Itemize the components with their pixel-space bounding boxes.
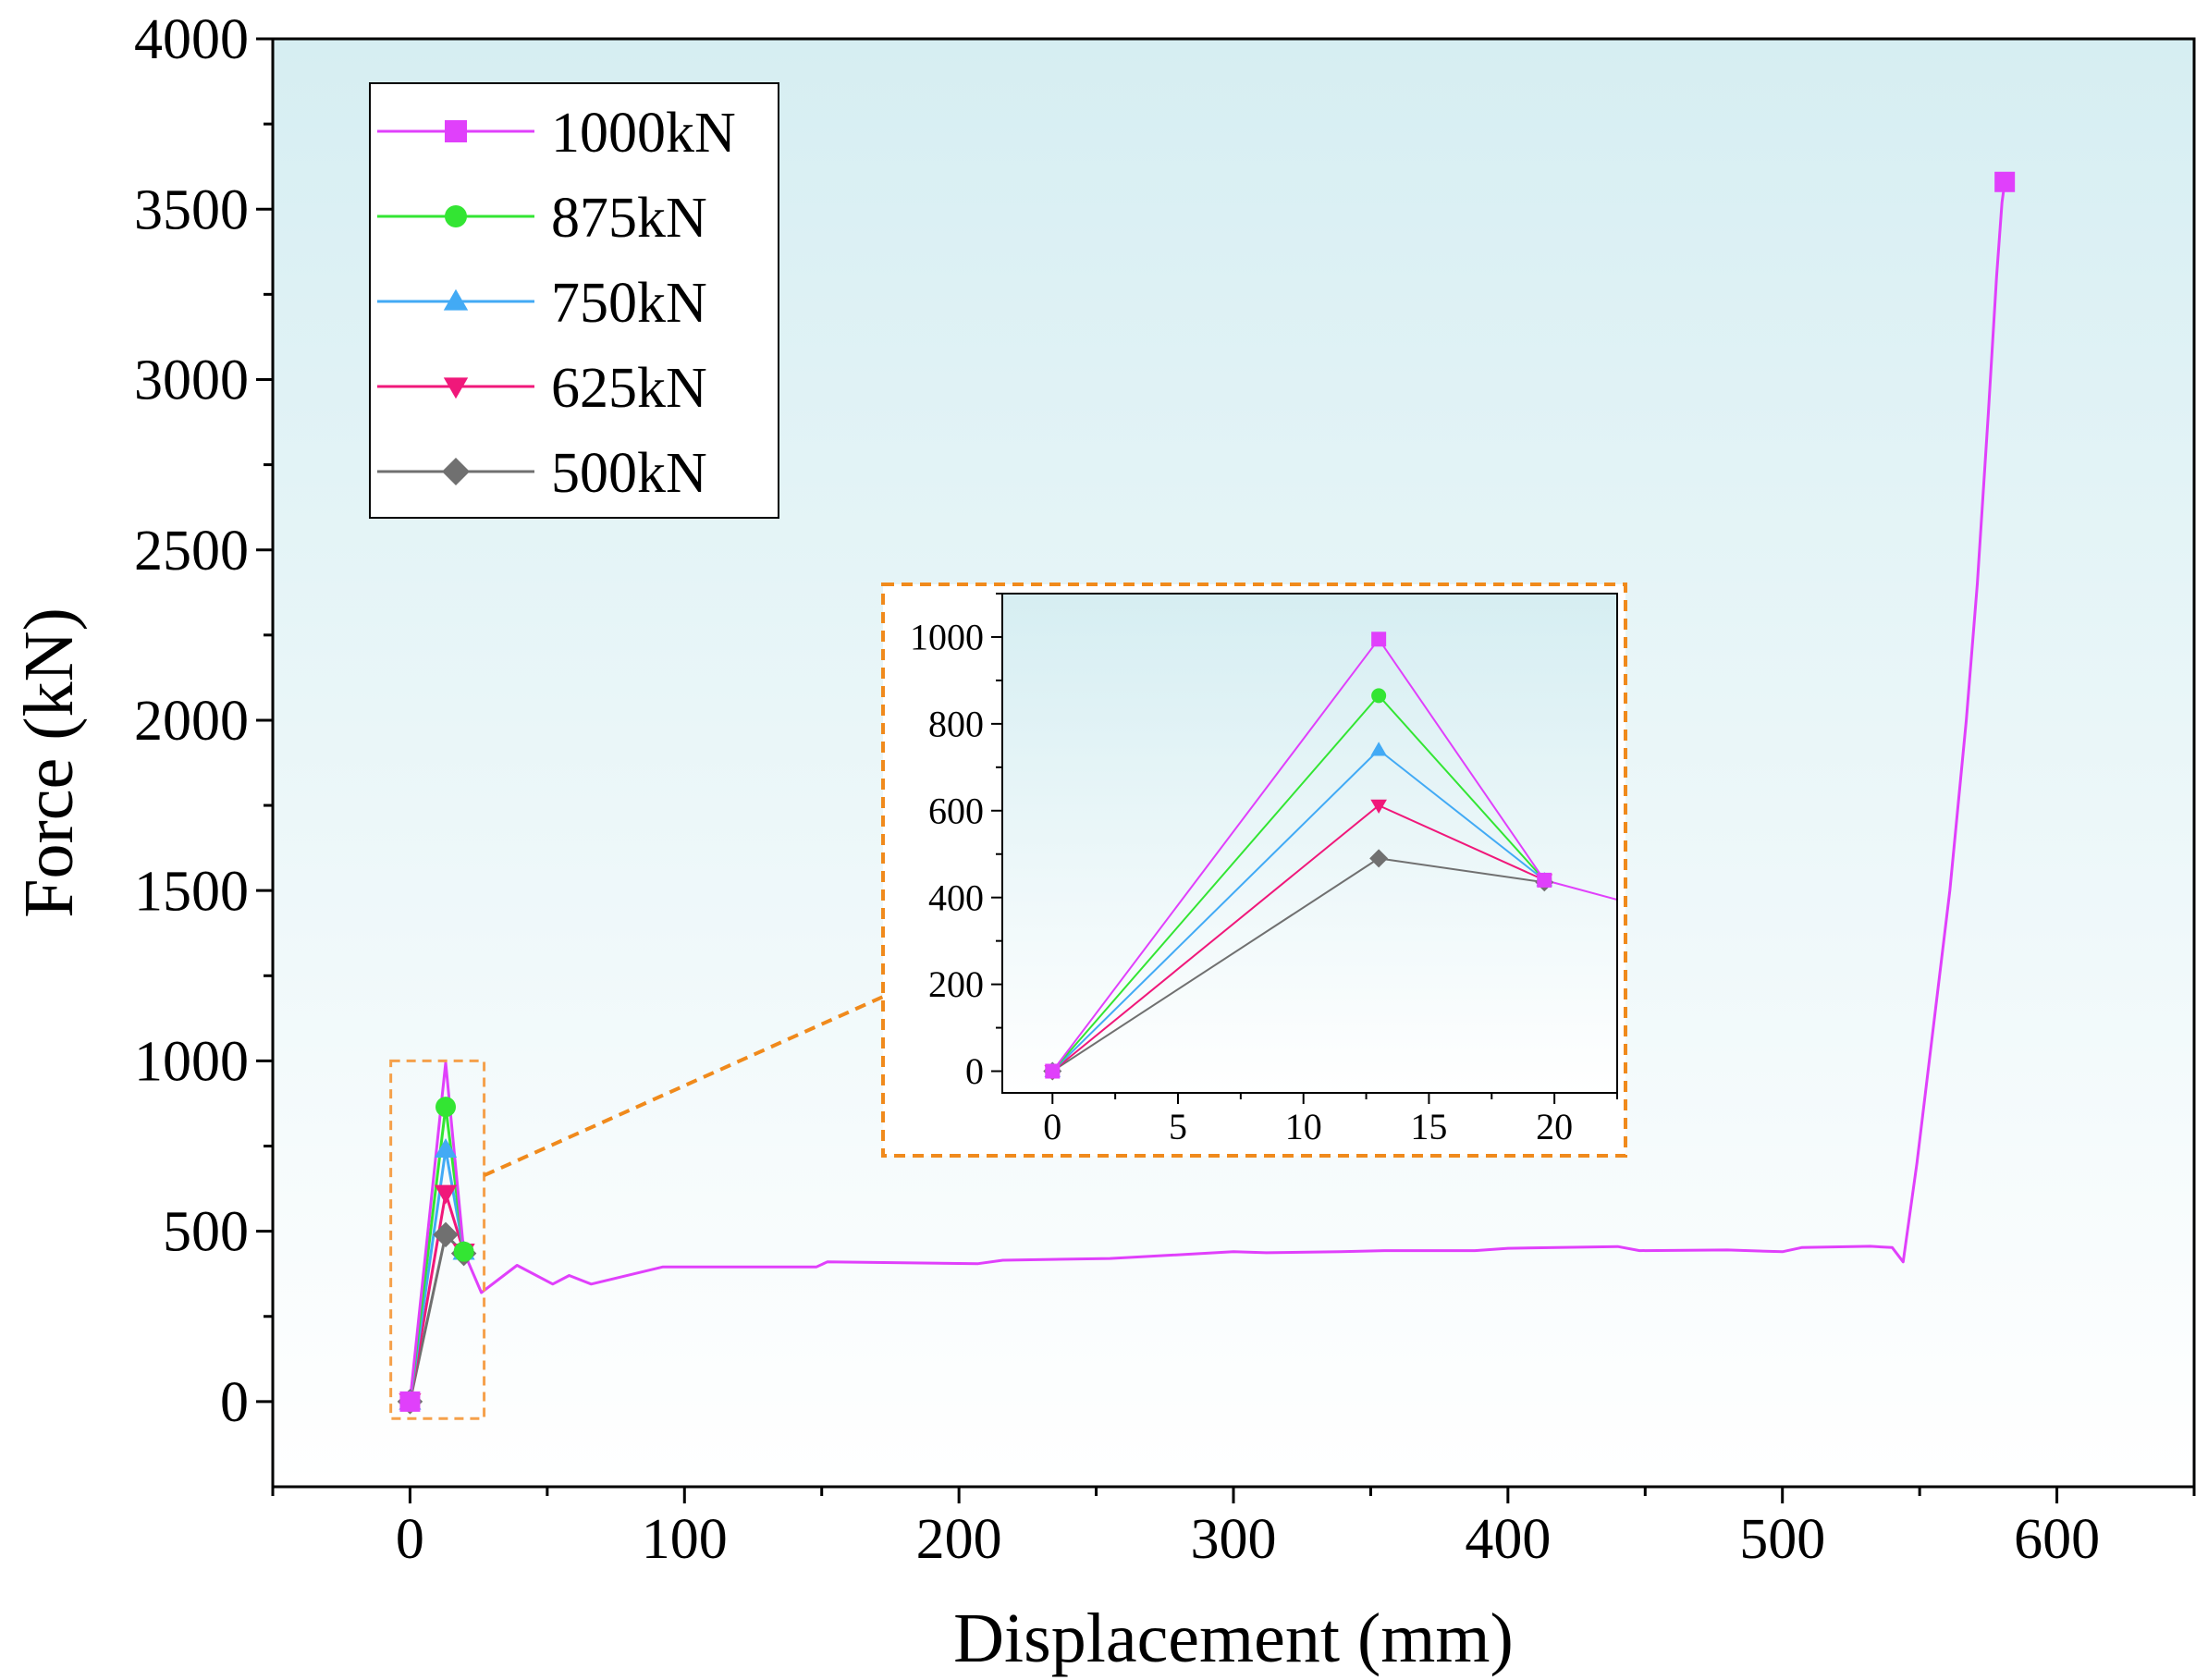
main-x-tick-label: 400 [1465,1508,1551,1571]
legend-label: 500kN [551,442,707,505]
inset-marker-625kN [1370,799,1387,814]
main-x-tick-label: 100 [642,1508,728,1571]
main-marker-625kN [434,1184,458,1205]
main-marker-1000kN [1994,171,2016,192]
main-marker-875kN [435,1097,457,1118]
inset-dashed-border [881,582,1627,1158]
inset-plot-background [1002,594,1617,1093]
zoom-region-box [389,1059,486,1420]
legend-marker-750kN [443,288,469,311]
main-y-tick-label: 3000 [134,349,249,412]
main-y-tick-label: 1500 [134,860,249,923]
inset-frame [1001,593,1618,1094]
inset-y-tick-label: 0 [965,1050,984,1092]
main-y-tick-label: 3500 [134,178,249,241]
plot-frame [271,37,2196,1489]
inset-marker-875kN [1371,688,1387,704]
legend-marker-875kN [445,205,467,227]
main-y-tick-label: 0 [220,1371,249,1434]
inset-marker-1000kN [1045,1063,1061,1079]
main-y-tick-label: 1000 [134,1030,249,1093]
main-marker-875kN [453,1241,474,1262]
inset-series-line-1000kN [1051,638,1617,1073]
x-axis-title: Displacement (mm) [953,1600,1514,1677]
y-axis-title: Force (kN) [10,607,88,918]
legend-marker-500kN [442,458,470,485]
main-x-tick-label: 500 [1739,1508,1825,1571]
legend-marker-625kN [443,377,469,399]
inset-y-tick-label: 200 [928,963,984,1005]
legend-label: 875kN [551,187,707,250]
main-y-tick-label: 2000 [134,690,249,753]
legend-label: 1000kN [551,102,736,165]
inset-x-tick-label: 10 [1285,1106,1322,1147]
legend-label: 625kN [551,357,707,420]
legend: 1000kN 875kN 750kN 625kN 500kN [369,82,779,519]
inset-x-tick-label: 5 [1169,1106,1187,1147]
main-x-tick-label: 200 [916,1508,1002,1571]
main-x-tick-label: 300 [1191,1508,1277,1571]
main-series-line-1000kN [408,181,2006,1403]
inset-y-tick-label: 600 [928,790,984,831]
main-marker-1000kN [399,1391,421,1412]
main-y-tick-label: 4000 [134,8,249,71]
inset-marker-750kN [1370,742,1387,756]
legend-label: 750kN [551,272,707,335]
inset-y-tick-label: 1000 [910,617,984,658]
inset-x-tick-label: 15 [1410,1106,1447,1147]
main-marker-500kN [433,1221,459,1248]
inset-x-tick-label: 20 [1536,1106,1573,1147]
main-x-tick-label: 600 [2014,1508,2100,1571]
inset-y-tick-label: 400 [928,877,984,918]
inset-marker-1000kN [1371,632,1387,647]
main-y-tick-label: 500 [163,1201,249,1264]
main-y-tick-label: 2500 [134,520,249,582]
inset-x-tick-label: 0 [1043,1106,1061,1147]
inset-y-tick-label: 800 [928,703,984,744]
main-x-tick-label: 0 [396,1508,424,1571]
main-marker-750kN [434,1138,458,1159]
inset-marker-1000kN [1537,872,1552,888]
legend-marker-1000kN [445,120,467,142]
inset-marker-500kN [1369,849,1389,868]
